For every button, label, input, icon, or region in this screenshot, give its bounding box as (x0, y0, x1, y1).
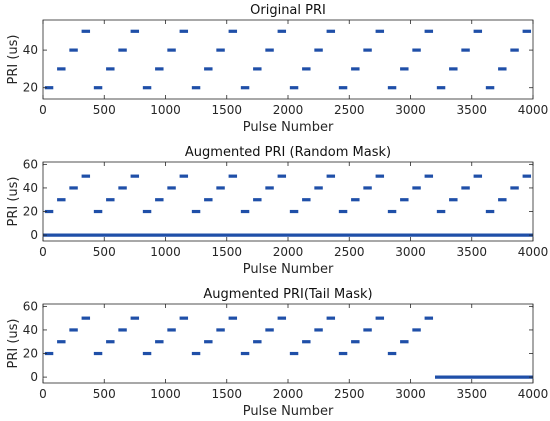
x-tick-label: 4000 (518, 387, 549, 401)
data-points (43, 174, 533, 237)
plot-frame (42, 303, 534, 384)
chart-panel-1: Original PRI 0 500 1000 1500 2000 2500 3000 3500… (6, 3, 548, 135)
y-tick-label: 40 (23, 181, 38, 195)
plot-frame (42, 161, 534, 242)
y-tick-label: 60 (23, 157, 38, 171)
x-tick-label: 0 (39, 387, 47, 401)
data-points (44, 316, 533, 379)
x-tick-label: 1500 (211, 387, 242, 401)
chart-title: Original PRI (250, 3, 326, 18)
x-tick-label: 3500 (456, 103, 487, 117)
y-axis-label: PRI (us) (6, 35, 21, 85)
y-tick-label: 60 (23, 299, 38, 313)
x-tick-label: 3000 (395, 245, 426, 259)
x-tick-label: 3500 (456, 245, 487, 259)
x-tick-label: 2500 (334, 103, 365, 117)
x-tick-label: 4000 (518, 103, 549, 117)
chart-title: Augmented PRI (Random Mask) (185, 145, 391, 160)
x-tick-label: 1000 (150, 103, 181, 117)
x-axis-label: Pulse Number (243, 404, 334, 419)
y-tick-label: 40 (23, 323, 38, 337)
chart-title: Augmented PRI(Tail Mask) (203, 287, 372, 302)
x-tick-label: 1000 (150, 245, 181, 259)
x-tick-label: 500 (93, 245, 116, 259)
x-tick-label: 2500 (334, 387, 365, 401)
x-tick-label: 2000 (273, 103, 304, 117)
y-tick-label: 20 (23, 81, 38, 95)
chart-panel-3: Augmented PRI(Tail Mask) 0 500 1000 1500 2000… (6, 287, 548, 419)
x-axis-label: Pulse Number (243, 262, 334, 277)
x-tick-label: 0 (39, 245, 47, 259)
x-tick-label: 4000 (518, 245, 549, 259)
x-tick-label: 0 (39, 103, 47, 117)
y-tick-label: 20 (23, 205, 38, 219)
plot-frame (42, 19, 534, 100)
x-tick-label: 3000 (395, 103, 426, 117)
x-tick-label: 1500 (211, 245, 242, 259)
x-tick-label: 500 (93, 103, 116, 117)
x-tick-label: 3000 (395, 387, 426, 401)
x-tick-label: 500 (93, 387, 116, 401)
y-tick-label: 20 (23, 347, 38, 361)
y-tick-label: 40 (23, 43, 38, 57)
x-tick-label: 2000 (273, 245, 304, 259)
x-tick-label: 1000 (150, 387, 181, 401)
chart-panel-2: Augmented PRI (Random Mask) 0 500 1000 1500 2… (6, 145, 548, 277)
x-tick-label: 3500 (456, 387, 487, 401)
x-tick-label: 2500 (334, 245, 365, 259)
y-axis-label: PRI (us) (6, 319, 21, 369)
x-axis-label: Pulse Number (243, 120, 334, 135)
data-points (44, 29, 532, 90)
x-tick-label: 1500 (211, 103, 242, 117)
y-tick-label: 0 (30, 228, 38, 242)
y-tick-label: 0 (30, 370, 38, 384)
x-tick-label: 2000 (273, 387, 304, 401)
y-axis-label: PRI (us) (6, 177, 21, 227)
